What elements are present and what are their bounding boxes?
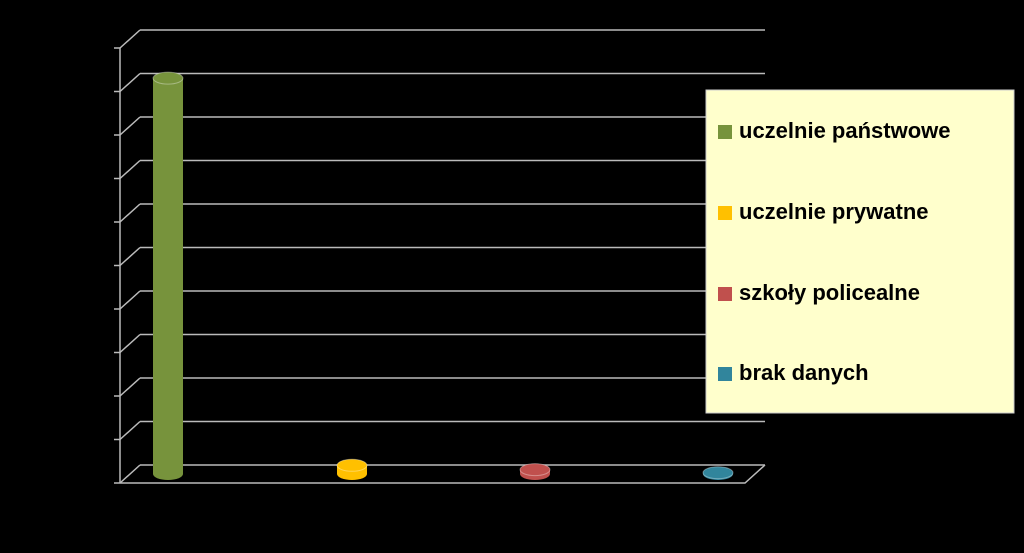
y-tick-label: 0 — [102, 474, 110, 490]
grid-line-side — [119, 333, 141, 354]
y-tick-label: 40 — [94, 300, 110, 316]
legend-label: szkoły policealne — [739, 280, 920, 305]
grid-line-side — [119, 290, 141, 310]
bar-top — [336, 458, 368, 472]
y-tick-label: 20 — [94, 387, 110, 403]
y-tick-label: 100 — [87, 39, 111, 55]
grid-line-side — [119, 159, 141, 180]
y-tick-label: 30 — [94, 343, 110, 359]
legend-swatch — [718, 287, 732, 301]
grid-line-side — [119, 246, 141, 267]
y-tick-label: 70 — [94, 169, 110, 185]
grid-line-side — [119, 72, 141, 93]
grid-line-side — [119, 203, 141, 223]
legend-label: uczelnie prywatne — [739, 199, 929, 224]
y-tick-label: 80 — [94, 126, 110, 142]
grid-line-side — [119, 464, 141, 484]
legend-label: uczelnie państwowe — [739, 118, 951, 143]
grid-line-side — [119, 420, 141, 441]
legend-swatch — [718, 125, 732, 139]
grid-line-side — [119, 116, 141, 136]
legend-label: brak danych — [739, 360, 869, 385]
floor-edge — [120, 464, 766, 484]
grid-line-side — [119, 377, 141, 397]
bar-top — [152, 71, 184, 85]
bar-top — [519, 463, 551, 477]
legend-swatch — [718, 206, 732, 220]
y-tick-label: 60 — [94, 213, 110, 229]
legend-swatch — [718, 367, 732, 381]
y-tick-label: 90 — [94, 82, 110, 98]
bar — [153, 78, 183, 475]
grid-line-side — [119, 29, 141, 49]
y-tick-label: 50 — [94, 256, 110, 272]
legend-box — [705, 89, 1015, 414]
y-tick-label: 10 — [94, 430, 110, 446]
bar-top — [702, 466, 734, 480]
